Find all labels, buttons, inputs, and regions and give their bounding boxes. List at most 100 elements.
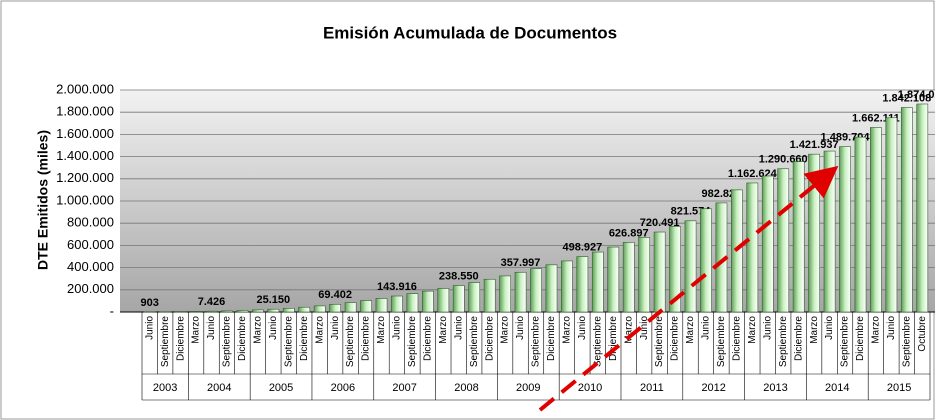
bar [607, 246, 620, 313]
bar [839, 146, 851, 313]
data-label: 1.874.020 [898, 89, 935, 101]
bar [777, 168, 790, 313]
bar [591, 251, 604, 313]
bar [375, 298, 388, 313]
x-tick-label: Septiembre [840, 316, 851, 368]
data-label: 25.150 [257, 294, 291, 306]
bar [622, 242, 635, 313]
marks: - 200.000 400.000 600.000 800.000 1.000.000 1.… [56, 81, 935, 401]
bar [221, 310, 233, 313]
x-tick-label: Junio [577, 316, 588, 340]
bar [823, 150, 836, 313]
bar [236, 310, 249, 313]
year-label: 2011 [640, 382, 664, 394]
bar [252, 309, 264, 313]
x-tick-label: Junio [515, 316, 526, 340]
x-tick-label: Marzo [809, 316, 820, 344]
bar [761, 175, 774, 313]
year-label: 2006 [331, 382, 355, 394]
x-tick-label: Marzo [376, 316, 387, 344]
x-tick-label: Septiembre [901, 316, 912, 368]
bar [900, 107, 913, 313]
bar [808, 153, 820, 313]
data-label: 903 [141, 297, 159, 309]
bar [669, 226, 681, 313]
x-tick-label: Diciembre [175, 316, 186, 361]
x-tick-label: Septiembre [469, 316, 480, 368]
year-label: 2012 [701, 382, 725, 394]
x-tick-label: Marzo [871, 316, 882, 344]
bar [282, 308, 295, 313]
bar [746, 182, 759, 313]
bar [483, 278, 496, 313]
trend-arrow [538, 165, 839, 412]
x-tick-label: Marzo [314, 316, 325, 344]
x-tick-label: Diciembre [484, 316, 495, 361]
y-tick-label: 800.000 [67, 215, 114, 230]
x-tick-label: Junio [453, 316, 464, 340]
x-tick-label: Octubre [917, 316, 928, 352]
bar [267, 308, 280, 313]
x-tick-label: Marzo [747, 316, 758, 344]
x-tick-label: Junio [824, 316, 835, 340]
bar [916, 103, 929, 313]
x-tick-label: Junio [762, 316, 773, 340]
bar [190, 311, 202, 313]
y-tick-label: 200.000 [67, 281, 114, 296]
year-label: 2013 [763, 382, 787, 394]
x-tick-label: Diciembre [422, 316, 433, 361]
x-tick-label: Diciembre [608, 316, 619, 361]
bar [684, 220, 697, 313]
bar [885, 117, 898, 313]
x-tick-label: Septiembre [160, 316, 171, 368]
x-tick-label: Marzo [562, 316, 573, 344]
x-tick-label: Junio [639, 316, 650, 340]
bar [700, 208, 712, 313]
data-label: 7.426 [198, 296, 226, 308]
data-label: 143.916 [377, 281, 417, 293]
x-tick-label: Marzo [438, 316, 449, 344]
y-tick-label: 2.000.000 [56, 81, 114, 96]
x-tick-label: Diciembre [361, 316, 372, 361]
x-tick-label: Marzo [191, 316, 202, 344]
data-label: 69.402 [318, 289, 352, 301]
bar [391, 295, 403, 313]
x-tick-label: Diciembre [855, 316, 866, 361]
x-tick-label: Marzo [500, 316, 511, 344]
bar [870, 127, 882, 313]
data-label: 720.491 [640, 217, 680, 229]
x-tick-label: Septiembre [716, 316, 727, 368]
x-tick-label: Septiembre [592, 316, 603, 368]
x-tick-label: Junio [144, 316, 155, 340]
y-tick-label: 1.000.000 [56, 192, 114, 207]
x-tick-label: Marzo [253, 316, 264, 344]
year-label: 2015 [887, 382, 911, 394]
x-tick-label: Marzo [623, 316, 634, 344]
bar [329, 303, 341, 313]
x-tick-label: Diciembre [670, 316, 681, 361]
x-tick-label: Septiembre [531, 316, 542, 368]
x-tick-label: Diciembre [237, 316, 248, 361]
chart-title: Emisión Acumulada de Documentos [323, 23, 617, 42]
year-label: 2004 [207, 382, 231, 394]
year-label: 2010 [578, 382, 602, 394]
x-tick-label: Septiembre [283, 316, 294, 368]
x-tick-label: Septiembre [222, 316, 233, 368]
bar [854, 136, 867, 313]
bar [530, 268, 542, 313]
bar [514, 271, 527, 313]
y-tick-label: 400.000 [67, 259, 114, 274]
x-tick-label: Marzo [685, 316, 696, 344]
bar [437, 288, 450, 313]
y-tick-label: 1.400.000 [56, 148, 114, 163]
y-tick-label: - [110, 303, 114, 318]
x-tick-label: Junio [392, 316, 403, 340]
x-tick-label: Diciembre [732, 316, 743, 361]
bar [298, 306, 311, 313]
y-tick-label: 1.800.000 [56, 104, 114, 119]
bar [561, 260, 573, 313]
data-label: 238.550 [439, 270, 479, 282]
x-tick-label: Septiembre [345, 316, 356, 368]
bar [468, 282, 481, 313]
